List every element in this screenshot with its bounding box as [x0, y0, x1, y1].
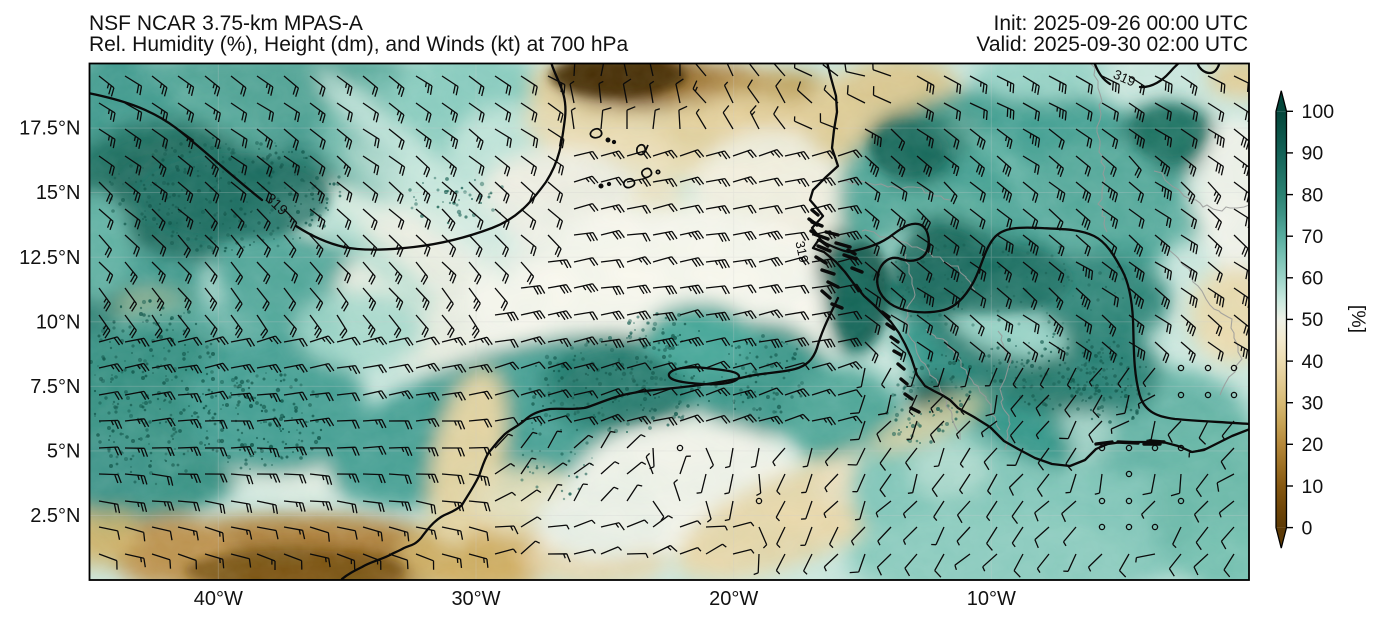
svg-text:[%]: [%] — [1347, 305, 1369, 333]
svg-text:100: 100 — [1302, 101, 1335, 123]
svg-text:15°N: 15°N — [36, 182, 81, 204]
svg-text:Rel. Humidity (%), Height (dm): Rel. Humidity (%), Height (dm), and Wind… — [89, 33, 629, 56]
svg-text:17.5°N: 17.5°N — [19, 118, 80, 140]
svg-text:NSF NCAR 3.75-km MPAS-A: NSF NCAR 3.75-km MPAS-A — [89, 12, 363, 35]
svg-text:30°W: 30°W — [451, 588, 500, 610]
svg-text:10°W: 10°W — [967, 588, 1016, 610]
svg-text:40°W: 40°W — [194, 588, 243, 610]
svg-text:0: 0 — [1302, 517, 1313, 539]
svg-text:40: 40 — [1302, 351, 1324, 373]
svg-text:30: 30 — [1302, 393, 1324, 415]
svg-text:10: 10 — [1302, 476, 1324, 498]
svg-text:319: 319 — [792, 240, 811, 264]
svg-text:70: 70 — [1302, 226, 1324, 248]
svg-text:2.5°N: 2.5°N — [30, 505, 80, 527]
svg-text:7.5°N: 7.5°N — [30, 376, 80, 398]
svg-text:Valid: 2025-09-30 02:00 UTC: Valid: 2025-09-30 02:00 UTC — [976, 33, 1248, 56]
svg-text:20°W: 20°W — [709, 588, 758, 610]
svg-text:Init: 2025-09-26 00:00 UTC: Init: 2025-09-26 00:00 UTC — [994, 12, 1248, 35]
svg-text:12.5°N: 12.5°N — [19, 247, 80, 269]
svg-text:90: 90 — [1302, 143, 1324, 165]
svg-text:60: 60 — [1302, 268, 1324, 290]
svg-text:10°N: 10°N — [36, 311, 81, 333]
svg-text:80: 80 — [1302, 184, 1324, 206]
svg-text:20: 20 — [1302, 434, 1324, 456]
svg-text:5°N: 5°N — [47, 441, 81, 463]
svg-text:50: 50 — [1302, 309, 1324, 331]
